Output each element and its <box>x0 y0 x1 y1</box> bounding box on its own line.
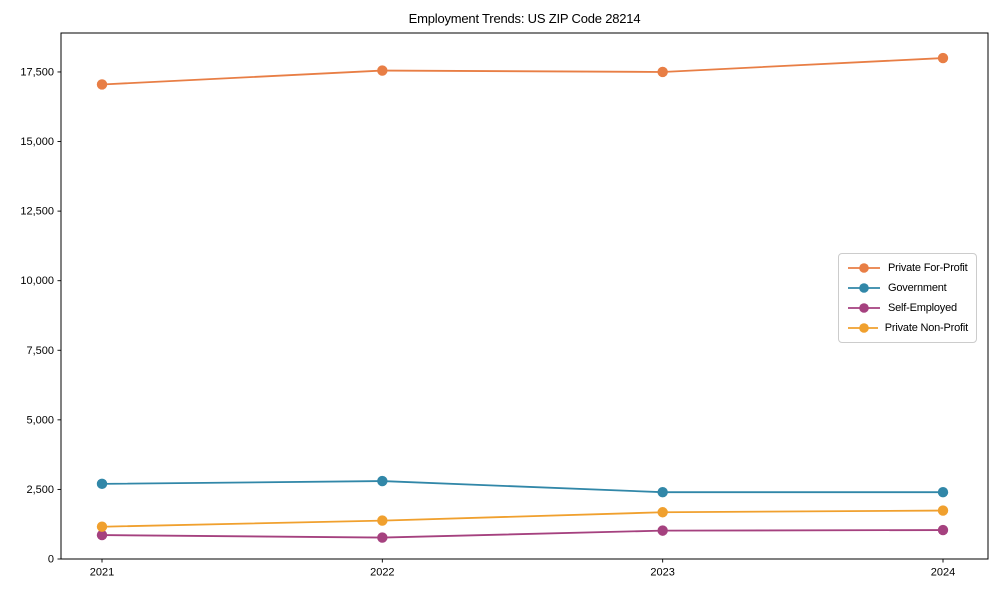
x-axis-tick-label: 2021 <box>90 567 114 579</box>
data-point-marker <box>377 475 388 487</box>
data-point-marker <box>937 524 949 536</box>
data-point-marker <box>377 65 388 76</box>
y-axis-tick-label: 12,500 <box>20 206 54 218</box>
data-point-marker <box>96 521 108 532</box>
y-axis-tick-label: 17,500 <box>20 66 54 78</box>
x-axis-tick-label: 2024 <box>931 567 955 579</box>
legend-marker-icon <box>848 283 880 293</box>
data-point-marker <box>657 507 668 518</box>
data-point-marker <box>937 505 949 516</box>
data-point-marker <box>657 525 668 536</box>
data-point-marker <box>96 79 108 90</box>
data-point-marker <box>96 529 108 541</box>
data-point-marker <box>657 487 668 498</box>
legend-label: Private Non-Profit <box>884 322 968 334</box>
legend-marker-icon <box>848 263 880 273</box>
series-line <box>101 529 944 539</box>
data-point-marker <box>937 52 949 64</box>
y-axis-tick-label: 2,500 <box>26 484 54 496</box>
series-line <box>101 57 944 86</box>
series-line <box>101 509 944 528</box>
y-axis-tick-label: 15,000 <box>20 136 54 148</box>
legend: Private For-Profit Government Self-Emplo… <box>838 253 977 343</box>
y-axis-tick-label: 5,000 <box>26 414 54 426</box>
legend-marker-icon <box>848 323 878 333</box>
data-point-marker <box>937 487 949 498</box>
legend-item-private-non-profit: Private Non-Profit <box>847 319 968 337</box>
x-axis-tick-label: 2022 <box>370 567 394 579</box>
data-point-marker <box>377 515 388 526</box>
plot-border <box>60 32 989 560</box>
legend-label: Government <box>888 282 947 294</box>
x-axis-tick-label: 2023 <box>650 567 674 579</box>
series-line <box>101 480 943 494</box>
chart-title: Employment Trends: US ZIP Code 28214 <box>408 11 641 26</box>
y-axis-tick-label: 7,500 <box>26 345 54 357</box>
legend-label: Private For-Profit <box>888 262 968 274</box>
legend-item-private-for-profit: Private For-Profit <box>847 259 968 277</box>
data-point-marker <box>377 532 388 543</box>
legend-item-government: Government <box>847 279 968 297</box>
legend-label: Self-Employed <box>888 302 957 314</box>
y-axis-tick-label: 10,000 <box>20 275 54 287</box>
legend-item-self-employed: Self-Employed <box>847 299 968 317</box>
y-axis-tick-label: 0 <box>48 554 54 566</box>
data-point-marker <box>96 478 108 490</box>
legend-marker-icon <box>848 303 880 313</box>
data-point-marker <box>657 66 668 78</box>
